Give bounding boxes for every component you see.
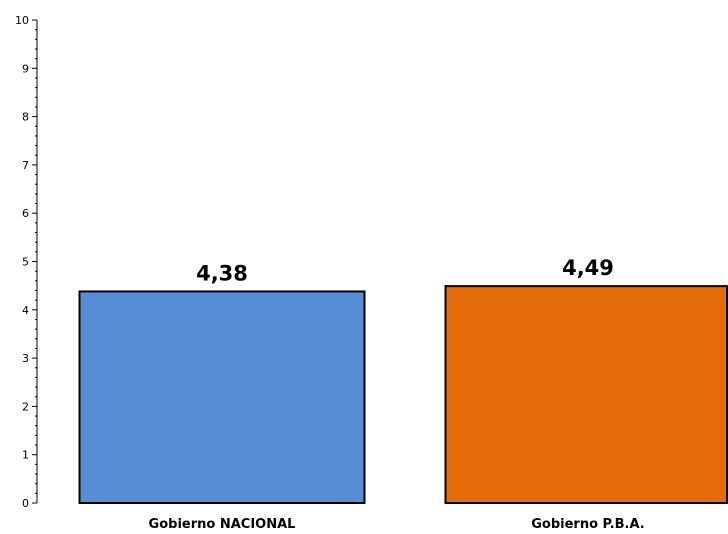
y-tick-label: 2 xyxy=(22,400,29,413)
y-tick-label: 6 xyxy=(22,207,29,220)
y-tick-label: 1 xyxy=(22,449,29,462)
y-tick-label: 5 xyxy=(22,256,29,269)
bar-1 xyxy=(78,290,366,505)
y-tick-label: 4 xyxy=(22,304,29,317)
y-tick-label: 8 xyxy=(22,111,29,124)
y-tick-label: 9 xyxy=(22,62,29,75)
category-label-2: Gobierno P.B.A. xyxy=(531,517,644,532)
bar-2 xyxy=(444,285,728,504)
y-tick-label: 3 xyxy=(22,352,29,365)
bars xyxy=(78,285,728,505)
y-tick-label: 0 xyxy=(22,497,29,510)
category-labels: Gobierno NACIONAL Gobierno P.B.A. xyxy=(149,517,645,532)
y-tick-label: 10 xyxy=(15,14,29,27)
data-label-2: 4,49 xyxy=(562,256,614,280)
y-tick-label: 7 xyxy=(22,159,29,172)
category-label-1: Gobierno NACIONAL xyxy=(149,517,296,532)
y-axis: 0 1 2 3 4 5 6 7 8 9 10 xyxy=(15,14,38,510)
data-label-1: 4,38 xyxy=(196,261,248,285)
data-labels: 4,38 4,49 xyxy=(196,256,614,285)
